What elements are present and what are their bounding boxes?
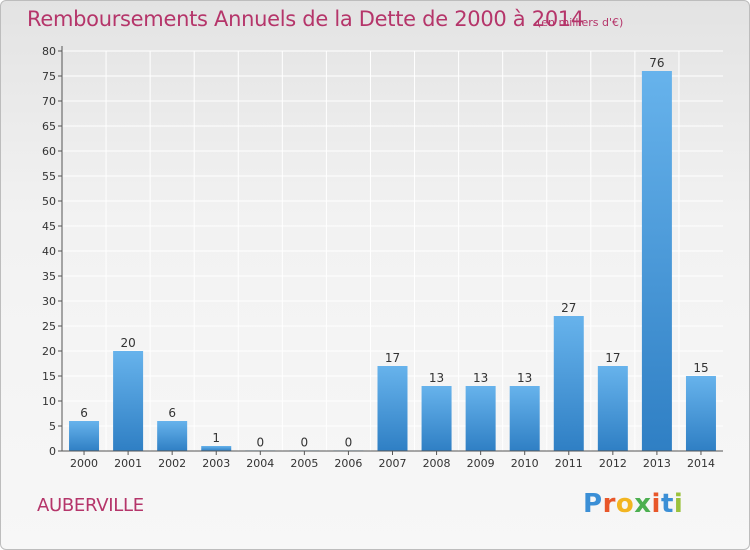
data-label-2008: 13 [429, 371, 444, 385]
chart-title: Remboursements Annuels de la Dette de 20… [27, 7, 584, 31]
y-tick-label: 80 [42, 45, 56, 58]
data-label-2009: 13 [473, 371, 488, 385]
data-label-2003: 1 [212, 431, 220, 445]
data-label-2001: 20 [120, 336, 135, 350]
bar-2014 [685, 376, 716, 451]
y-tick-label: 75 [42, 70, 56, 83]
y-tick-label: 25 [42, 320, 56, 333]
bar-2000 [69, 421, 100, 451]
x-tick-label: 2003 [202, 457, 230, 470]
bar-2012 [597, 366, 628, 451]
place-name: AUBERVILLE [37, 495, 144, 516]
bar-2001 [113, 351, 144, 451]
y-tick-label: 70 [42, 95, 56, 108]
data-labels: 6 20 6 1 0 0 0 17 13 13 13 27 17 76 15 [80, 56, 708, 449]
logo-letter: x [634, 489, 652, 519]
x-tick-label: 2010 [511, 457, 539, 470]
logo-letter: r [602, 489, 616, 519]
bar-2010 [509, 386, 540, 451]
bar-2013 [641, 71, 672, 451]
x-tick-label: 2000 [70, 457, 98, 470]
data-label-2000: 6 [80, 406, 88, 420]
y-tick-label: 45 [42, 220, 56, 233]
x-tick-label: 2007 [379, 457, 407, 470]
data-label-2012: 17 [605, 351, 620, 365]
x-tick-label: 2001 [114, 457, 142, 470]
y-tick-label: 0 [49, 445, 56, 458]
bars [69, 71, 716, 451]
y-tick-label: 35 [42, 270, 56, 283]
y-tick-label: 60 [42, 145, 56, 158]
x-tick-label: 2014 [687, 457, 715, 470]
x-tick-label: 2004 [246, 457, 274, 470]
x-tick-label: 2011 [555, 457, 583, 470]
y-tick-label: 20 [42, 345, 56, 358]
proxiti-logo: Proxiti [583, 489, 683, 519]
x-tick-label: 2013 [643, 457, 671, 470]
y-tick-label: 10 [42, 395, 56, 408]
bar-2011 [553, 316, 584, 451]
bar-2003 [201, 446, 232, 451]
y-tick-label: 15 [42, 370, 56, 383]
y-tick-label: 55 [42, 170, 56, 183]
data-label-2004: 0 [256, 435, 264, 449]
x-tick-label: 2005 [290, 457, 318, 470]
chart-subtitle: (en milliers d'€) [537, 16, 624, 29]
x-tick-label: 2012 [599, 457, 627, 470]
logo-letter: P [583, 489, 603, 519]
data-label-2005: 0 [301, 435, 309, 449]
logo-letter: t [660, 489, 674, 519]
data-label-2002: 6 [168, 406, 176, 420]
data-label-2010: 13 [517, 371, 532, 385]
x-tick-label: 2008 [423, 457, 451, 470]
data-label-2011: 27 [561, 301, 576, 315]
data-label-2013: 76 [649, 56, 664, 70]
logo-letter: i [673, 489, 684, 519]
y-tick-label: 40 [42, 245, 56, 258]
y-tick-label: 65 [42, 120, 56, 133]
data-label-2014: 15 [693, 361, 708, 375]
y-tick-label: 30 [42, 295, 56, 308]
bar-2008 [421, 386, 452, 451]
bar-2007 [377, 366, 408, 451]
bar-2002 [157, 421, 188, 451]
bar-2009 [465, 386, 496, 451]
y-tick-label: 5 [49, 420, 56, 433]
x-tick-label: 2006 [334, 457, 362, 470]
y-tick-label: 50 [42, 195, 56, 208]
data-label-2006: 0 [345, 435, 353, 449]
x-tick-label: 2009 [467, 457, 495, 470]
data-label-2007: 17 [385, 351, 400, 365]
logo-letter: o [615, 489, 635, 519]
logo-letter: i [651, 489, 661, 519]
x-tick-label: 2002 [158, 457, 186, 470]
